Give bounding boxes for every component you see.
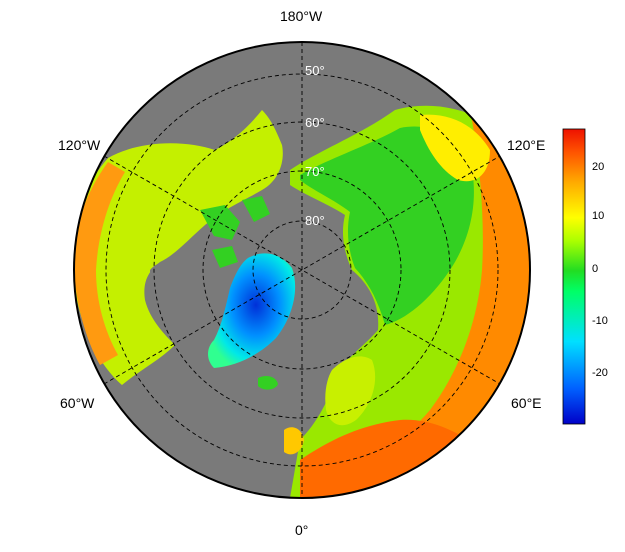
lat-label-80: 80° — [305, 213, 325, 228]
colorbar-tick-neg20: -20 — [592, 367, 608, 379]
north-america-west-coast — [74, 162, 125, 365]
lon-label-0: 0° — [295, 522, 309, 538]
eurasia-south-rim — [330, 110, 530, 498]
latitude-labels: 50° 60° 70° 80° — [305, 63, 325, 228]
lon-label-60e: 60°E — [511, 395, 542, 411]
hudson-bay — [150, 259, 201, 310]
colorbar — [562, 128, 586, 425]
lon-label-120w: 120°W — [58, 137, 101, 153]
greenland — [208, 253, 296, 368]
colorbar-tick-0: 0 — [592, 263, 599, 275]
lon-label-180w: 180°W — [280, 8, 323, 24]
colorbar-tick-10: 10 — [592, 210, 605, 222]
british-isles — [284, 427, 304, 455]
iceland — [258, 376, 278, 390]
lat-label-50: 50° — [305, 63, 325, 78]
graticule — [103, 42, 501, 498]
lat-label-60: 60° — [305, 115, 325, 130]
scandinavia — [325, 356, 376, 426]
map-frame — [73, 41, 531, 499]
colorbar-tick-20: 20 — [592, 161, 605, 173]
lon-label-120e: 120°E — [507, 137, 546, 153]
canadian-archipelago — [200, 196, 270, 268]
colorbar-tick-neg10: -10 — [592, 315, 608, 327]
lon-label-60w: 60°W — [60, 395, 95, 411]
lat-label-70: 70° — [305, 164, 325, 179]
siberia-inner — [300, 126, 474, 326]
north-america — [74, 110, 283, 385]
